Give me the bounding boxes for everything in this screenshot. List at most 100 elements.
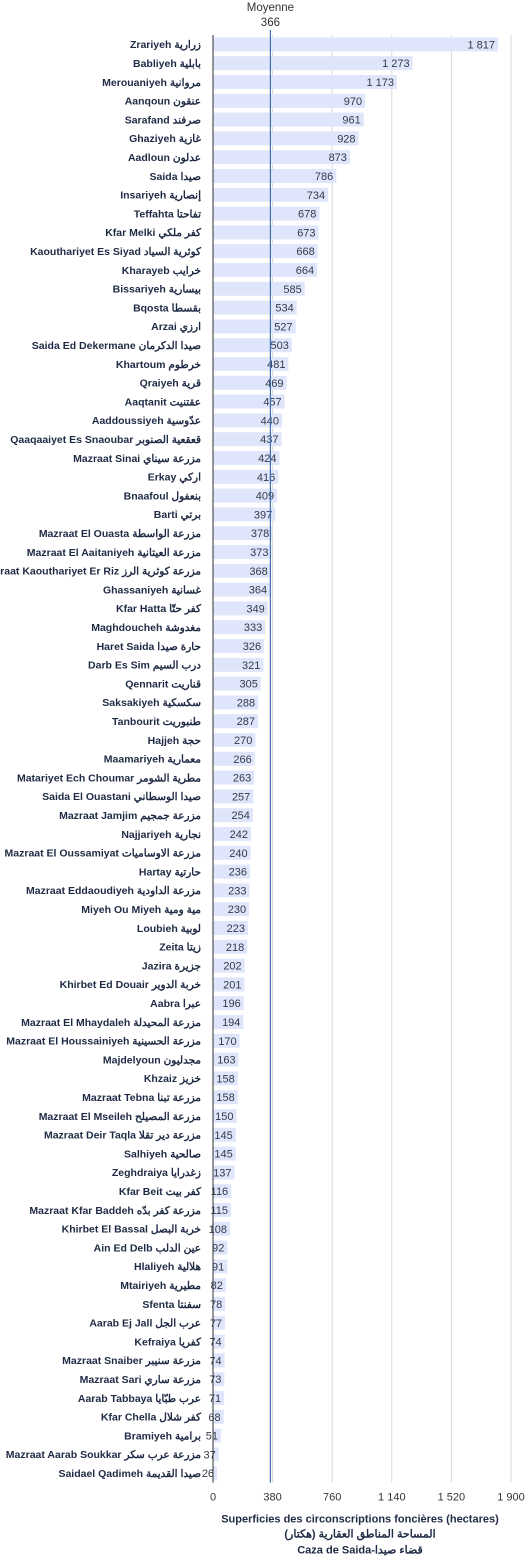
value-label: 201: [223, 979, 241, 991]
x-tick-label: 380: [263, 1492, 281, 1504]
value-label: 170: [218, 1036, 236, 1048]
value-label: 233: [228, 885, 246, 897]
category-label: Jazira جزيرة: [142, 960, 202, 972]
bar: [213, 169, 337, 183]
category-label: Erkay اركي: [148, 472, 201, 485]
category-label: Hajjeh حجة: [148, 735, 202, 747]
category-label: Miyeh Ou Miyeh مية ومية: [81, 904, 201, 916]
category-label: Aaddoussiyeh عدّوسية: [92, 415, 201, 427]
value-label: 668: [296, 246, 314, 258]
bar: [213, 1315, 226, 1330]
category-label: Zeghdraiya زغدرايا: [112, 1167, 201, 1179]
category-label: Kfar Melki كفر ملكي: [105, 227, 202, 240]
value-label: 305: [239, 679, 257, 691]
bar: [213, 751, 255, 766]
value-label: 527: [274, 321, 292, 333]
value-label: 349: [246, 603, 264, 615]
category-label: Merouaniyeh مروانية: [102, 77, 201, 89]
category-label: Sarafand صرفند: [125, 114, 201, 126]
value-label: 223: [227, 923, 245, 935]
value-label: 78: [210, 1299, 222, 1311]
bar: [213, 958, 245, 973]
bar: [213, 1466, 218, 1481]
value-label: 287: [237, 716, 255, 728]
value-label: 368: [249, 566, 267, 578]
value-label: 196: [222, 998, 240, 1010]
category-label: Aadloun عدلون: [128, 152, 201, 164]
bar: [213, 1203, 232, 1217]
category-label: Hartay حارتية: [139, 866, 202, 878]
category-label: Kfar Chella كفر شلال: [101, 1412, 202, 1424]
value-label: 873: [329, 152, 347, 164]
x-axis-label-line-2: المساحة المناطق العقارية (هكتار): [284, 1529, 435, 1541]
category-label: Mazraat Sari مزرعة ساري: [80, 1374, 202, 1387]
value-label: 585: [283, 284, 301, 296]
bar: [213, 93, 366, 108]
bar: [213, 281, 305, 296]
bar: [213, 582, 271, 597]
value-labels: 1 817 1 273 1 173 970 961 928 873 786 734 678 673 6…: [202, 39, 495, 1480]
value-label: 158: [216, 1092, 234, 1104]
bar: [213, 563, 271, 578]
value-label: 68: [208, 1412, 220, 1424]
bar: [213, 1033, 240, 1048]
value-label: 288: [237, 697, 255, 709]
category-label: Salhiyeh صالحية: [124, 1148, 201, 1160]
bar: [213, 131, 359, 146]
value-label: 74: [209, 1355, 221, 1367]
category-label: Bqosta بقسطا: [133, 302, 201, 314]
value-label: 333: [244, 622, 262, 634]
value-label: 409: [256, 491, 274, 503]
value-label: 481: [267, 359, 285, 371]
value-label: 734: [307, 190, 325, 202]
value-label: 1 273: [382, 58, 410, 70]
category-labels: Zrariyeh زرارية Babliyeh بابلية Merouaniye…: [0, 39, 202, 1480]
bar: [213, 225, 319, 240]
x-tick-labels: 0 380 760 1 140 1 520 1 900: [210, 1492, 525, 1504]
x-tick-label: 1 520: [438, 1492, 466, 1504]
value-label: 137: [213, 1167, 231, 1179]
value-label: 242: [230, 829, 248, 841]
value-label: 416: [257, 472, 275, 484]
category-label: Saida Ed Dekermane صيدا الدكرمان: [32, 340, 201, 352]
category-label: Mazraat El Houssainiyeh مزرعة الحسينية: [6, 1036, 201, 1048]
value-label: 970: [344, 96, 362, 108]
value-label: 534: [275, 303, 293, 315]
category-label: Qraiyeh قرية: [140, 378, 201, 390]
bar: [213, 1297, 226, 1311]
bar: [213, 714, 259, 729]
category-label: Arzai ارزي: [151, 321, 201, 334]
bar: [213, 432, 282, 447]
category-label: Khartoum خرطوم: [116, 359, 202, 371]
category-label: Maamariyeh معمارية: [104, 754, 202, 766]
category-label: Zeita زيتا: [159, 942, 201, 954]
category-label: Barti برتي: [154, 509, 201, 522]
bar: [213, 1052, 239, 1067]
value-label: 1 817: [467, 39, 495, 51]
bar: [213, 1372, 225, 1387]
category-label: Zrariyeh زرارية: [130, 39, 201, 51]
x-tick-label: 0: [210, 1492, 216, 1504]
category-label: Darb Es Sim درب السيم: [88, 660, 201, 672]
bar: [213, 902, 250, 917]
bar: [213, 244, 318, 259]
bar: [213, 338, 292, 353]
category-label: Mazraat El Aaitaniyeh مزرعة العيتانية: [27, 547, 202, 559]
x-tick-label: 1 900: [497, 1492, 525, 1504]
value-label: 257: [232, 791, 250, 803]
category-label: Aaqtanit عقتنيت: [125, 396, 201, 408]
value-label: 378: [251, 528, 269, 540]
bar: [213, 56, 413, 71]
bar: [213, 300, 297, 315]
value-label: 91: [212, 1261, 224, 1273]
category-label: Mazraat Deir Taqla مزرعة دير تقلا: [44, 1130, 201, 1142]
category-label: Aarab Tabbaya عرب طبّايا: [78, 1393, 201, 1405]
value-label: 77: [210, 1318, 222, 1330]
category-label: Matariyet Ech Choumar مطرية الشومر: [17, 772, 201, 784]
category-label: Ghaziyeh غازية: [129, 133, 201, 145]
bar: [213, 733, 256, 747]
value-label: 786: [315, 171, 333, 183]
category-label: Bramiyeh برامية: [124, 1430, 201, 1442]
bar: [213, 112, 364, 127]
category-label: Mazraat Sinai مزرعة سيناي: [73, 453, 201, 466]
